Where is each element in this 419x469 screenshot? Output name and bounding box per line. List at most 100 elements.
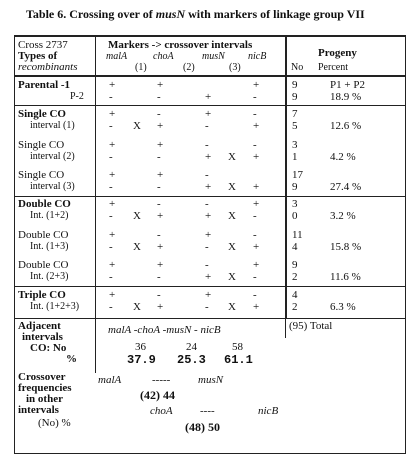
genotype-cell: - bbox=[253, 91, 257, 103]
genotype-cell: - bbox=[157, 229, 161, 241]
genotype-cell: + bbox=[109, 289, 116, 301]
progeny-title: Progeny bbox=[318, 47, 357, 59]
types-label-1: Types of bbox=[18, 50, 58, 62]
genotype-cell: + bbox=[205, 108, 212, 120]
genotype-cell: - bbox=[157, 181, 161, 193]
genotype-cell: - bbox=[157, 198, 161, 210]
co-count-2: 24 bbox=[186, 341, 197, 353]
progeny-count: 7 bbox=[292, 108, 298, 120]
progeny-count: 9 bbox=[292, 259, 298, 271]
row-label: Single CO bbox=[18, 139, 65, 151]
crossover-label-3: in other bbox=[26, 393, 63, 405]
row-sublabel: Int. (1+2) bbox=[30, 210, 69, 221]
header-rule bbox=[14, 75, 406, 77]
interval-3: (3) bbox=[229, 62, 241, 73]
marker-malA: malA bbox=[106, 51, 128, 62]
genotype-cell: X bbox=[133, 210, 141, 222]
genotype-cell: - bbox=[253, 210, 257, 222]
adjacent-label-2: intervals bbox=[22, 331, 63, 343]
genotype-cell: + bbox=[253, 79, 260, 91]
genotype-cell: + bbox=[253, 120, 260, 132]
genotype-cell: - bbox=[157, 289, 161, 301]
progeny-count: 9 bbox=[292, 79, 298, 91]
genotype-cell: - bbox=[109, 301, 113, 313]
other2-value: (48) 50 bbox=[185, 420, 220, 434]
row-rule-1 bbox=[14, 105, 406, 106]
co-count-1: 36 bbox=[135, 341, 146, 353]
col-divider-2 bbox=[285, 35, 287, 319]
title-prefix: Table 6. Crossing over of bbox=[26, 7, 156, 21]
table-title: Table 6. Crossing over of musN with mark… bbox=[26, 8, 365, 20]
genotype-cell: X bbox=[133, 120, 141, 132]
row-label: Double CO bbox=[18, 198, 71, 210]
other2-right: nicB bbox=[258, 405, 279, 417]
progeny-count: 1 bbox=[292, 151, 298, 163]
row-sublabel: P-2 bbox=[70, 91, 84, 102]
genotype-cell: - bbox=[109, 91, 113, 103]
genotype-cell: + bbox=[109, 198, 116, 210]
co-count-3: 58 bbox=[232, 341, 243, 353]
interval-2: (2) bbox=[183, 62, 195, 73]
progeny-percent: 18.9 % bbox=[330, 91, 362, 103]
interval-1: (1) bbox=[135, 62, 147, 73]
genotype-cell: - bbox=[205, 241, 209, 253]
progeny-count: 5 bbox=[292, 120, 298, 132]
genotype-cell: X bbox=[228, 210, 236, 222]
progeny-count: 4 bbox=[292, 289, 298, 301]
title-suffix: with markers of linkage group VII bbox=[185, 7, 365, 21]
co-percent-1: 37.9 bbox=[127, 353, 156, 367]
genotype-cell: + bbox=[205, 91, 212, 103]
genotype-cell: - bbox=[157, 108, 161, 120]
progeny-count: 2 bbox=[292, 271, 298, 283]
row-sublabel: interval (3) bbox=[30, 181, 75, 192]
genotype-cell: X bbox=[228, 271, 236, 283]
genotype-cell: - bbox=[109, 151, 113, 163]
row-sublabel: Int. (1+2+3) bbox=[30, 301, 80, 312]
row-label: Double CO bbox=[18, 259, 69, 271]
progeny-percent: 27.4 % bbox=[330, 181, 362, 193]
table-top-rule bbox=[14, 35, 406, 37]
progeny-count: 9 bbox=[292, 181, 298, 193]
crossover-label-1: Crossover bbox=[18, 371, 66, 383]
genotype-cell: - bbox=[253, 108, 257, 120]
genotype-cell: - bbox=[157, 271, 161, 283]
genotype-cell: + bbox=[109, 79, 116, 91]
row-rule-3 bbox=[14, 286, 406, 287]
progeny-count: 11 bbox=[292, 229, 303, 241]
genotype-cell: + bbox=[109, 108, 116, 120]
other2-left: choA bbox=[150, 405, 173, 417]
crossover-label-5: (No) % bbox=[38, 417, 71, 429]
adjacent-label-1: Adjacent bbox=[18, 320, 61, 332]
row-label: Single CO bbox=[18, 108, 66, 120]
progeny-count: 3 bbox=[292, 198, 298, 210]
genotype-cell: - bbox=[205, 169, 209, 181]
co-percent-2: 25.3 bbox=[177, 353, 206, 367]
genotype-cell: X bbox=[133, 241, 141, 253]
row-label: Parental -1 bbox=[18, 79, 71, 91]
genotype-cell: - bbox=[109, 181, 113, 193]
genotype-cell: X bbox=[228, 151, 236, 163]
progeny-percent: 3.2 % bbox=[330, 210, 356, 222]
progeny-count: 17 bbox=[292, 169, 303, 181]
co-percent-3: 61.1 bbox=[224, 353, 253, 367]
genotype-cell: - bbox=[205, 259, 209, 271]
genotype-cell: + bbox=[157, 241, 164, 253]
footer-left-divider bbox=[95, 318, 96, 373]
genotype-cell: + bbox=[205, 271, 212, 283]
genotype-cell: + bbox=[157, 169, 164, 181]
markers-title: Markers -> crossover intervals bbox=[108, 39, 253, 51]
genotype-cell: + bbox=[157, 120, 164, 132]
genotype-cell: + bbox=[109, 169, 116, 181]
genotype-cell: - bbox=[253, 139, 257, 151]
progeny-percent: 6.3 % bbox=[330, 301, 356, 313]
row-sublabel: interval (2) bbox=[30, 151, 75, 162]
genotype-cell: + bbox=[253, 198, 260, 210]
progeny-count: 0 bbox=[292, 210, 298, 222]
progeny-percent: 15.8 % bbox=[330, 241, 362, 253]
genotype-cell: + bbox=[109, 139, 116, 151]
genotype-cell: + bbox=[253, 259, 260, 271]
genotype-cell: - bbox=[157, 151, 161, 163]
total-label: (95) Total bbox=[289, 320, 333, 332]
genotype-cell: + bbox=[157, 210, 164, 222]
cross-label: Cross 2737 bbox=[18, 39, 68, 51]
